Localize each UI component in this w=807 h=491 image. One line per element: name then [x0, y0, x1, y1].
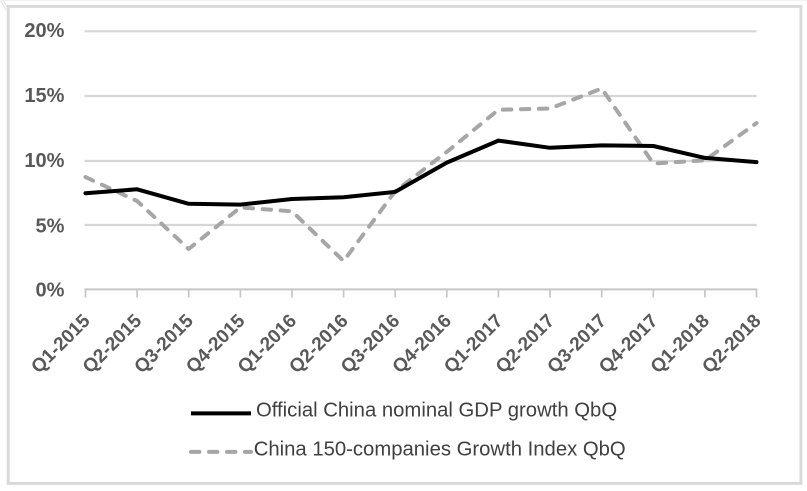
svg-text:10%: 10%	[24, 150, 64, 172]
svg-text:Official China nominal GDP gro: Official China nominal GDP growth QbQ	[256, 399, 617, 421]
svg-text:20%: 20%	[24, 20, 64, 42]
svg-text:China 150-companies Growth Ind: China 150-companies Growth Index QbQ	[254, 439, 626, 461]
svg-text:5%: 5%	[35, 215, 64, 237]
svg-text:0%: 0%	[35, 280, 64, 302]
svg-text:15%: 15%	[24, 85, 64, 107]
